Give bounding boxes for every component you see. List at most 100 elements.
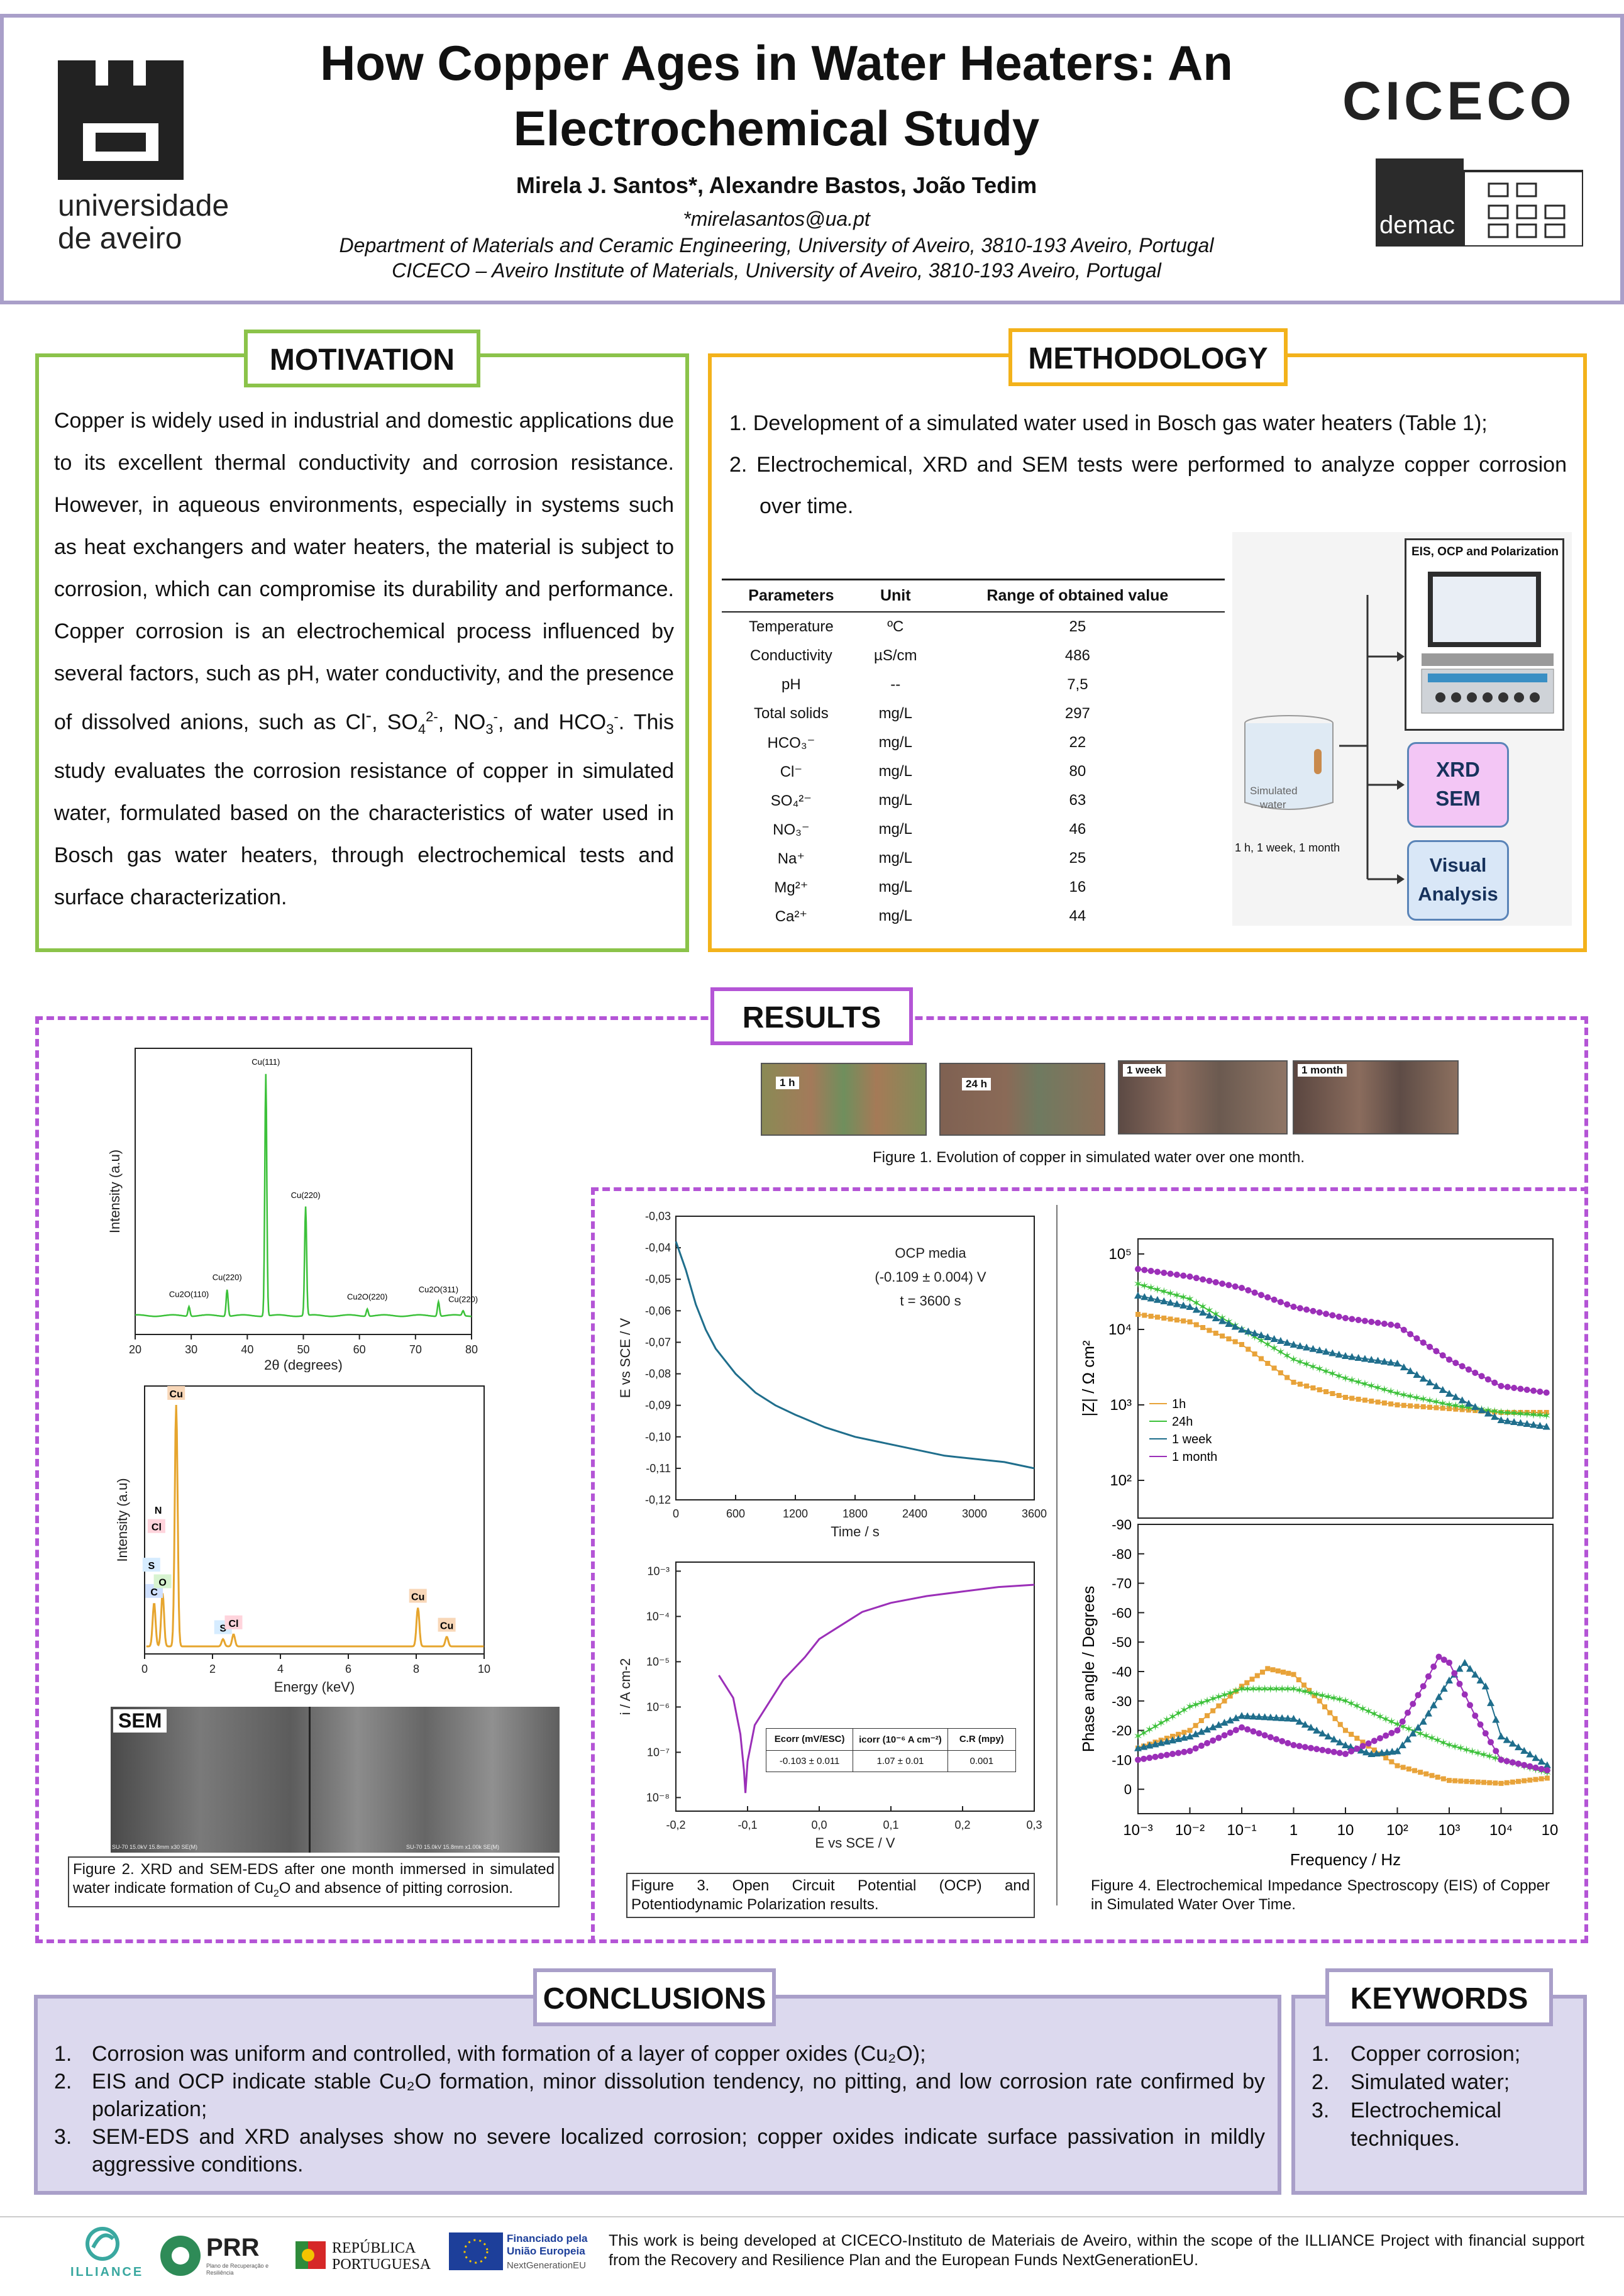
eis-marker: ✶ <box>1152 1284 1162 1297</box>
eis-marker <box>1244 1726 1251 1733</box>
eis-marker <box>1267 1734 1274 1741</box>
eis-marker <box>1317 1387 1322 1392</box>
eis-marker <box>1387 1358 1395 1366</box>
eis-marker <box>1232 1283 1239 1290</box>
table-header: Parameters <box>722 579 861 613</box>
eis-marker: ✶ <box>1308 1360 1318 1373</box>
sem-footer-left: SU-70 15.0kV 15.8mm x30 SE(M) <box>112 1844 198 1850</box>
parameters-table-wrap: Parameters Unit Range of obtained value … <box>722 579 1225 931</box>
y-tick-label: 10⁻⁶ <box>646 1700 670 1713</box>
eis-marker <box>1239 1724 1245 1731</box>
eis-marker: ✶ <box>1347 1697 1356 1711</box>
motivation-text-e: . This study evaluates the corrosion res… <box>54 710 674 910</box>
table-row: SO₄²⁻ mg/L 63 <box>722 786 1225 815</box>
eis-marker <box>1456 1680 1463 1687</box>
eis-marker <box>1498 1383 1505 1389</box>
eis-marker <box>1192 1745 1199 1752</box>
eis-marker <box>1332 1716 1338 1721</box>
table-cell: Total solids <box>754 705 829 722</box>
motivation-text-a: Copper is widely used in industrial and … <box>54 409 674 735</box>
eis-marker <box>1440 1406 1445 1411</box>
eis-marker <box>1451 1670 1458 1677</box>
motivation-text: Copper is widely used in industrial and … <box>54 409 674 910</box>
eis-marker <box>1303 1343 1311 1351</box>
y-tick-label: 10⁻⁸ <box>646 1791 670 1804</box>
results-title: RESULTS <box>710 987 913 1045</box>
eis-marker <box>1215 1721 1223 1728</box>
eis-marker <box>1290 1714 1298 1722</box>
eis-marker <box>1180 1272 1187 1279</box>
eis-marker <box>1225 1320 1233 1327</box>
methodology-list: 1. Development of a simulated water used… <box>729 402 1567 527</box>
eis-marker <box>1426 1378 1434 1385</box>
polarization-header: C.R (mpy) <box>959 1734 1004 1744</box>
eis-marker <box>1304 1384 1310 1389</box>
eis-marker <box>1400 1363 1408 1370</box>
polarization-cell: -0.103 ± 0.011 <box>766 1751 854 1772</box>
ocp-series-line <box>675 1241 1035 1470</box>
eis-marker: ✶ <box>1168 1711 1177 1724</box>
eis-marker: ✶ <box>1510 1407 1519 1421</box>
eis-marker <box>1198 1718 1204 1723</box>
title-line1: How Copper Ages in Water Heaters: An <box>320 35 1233 91</box>
affiliation-1: Department of Materials and Ceramic Engi… <box>339 234 1214 257</box>
x-axis-label: 2θ (degrees) <box>264 1357 343 1372</box>
eis-marker: ✶ <box>1249 1683 1258 1696</box>
eis-marker <box>1212 1279 1219 1285</box>
table-row: NO₃⁻ mg/L 46 <box>722 815 1225 844</box>
table-cell: mg/L <box>878 734 912 751</box>
eis-marker: ✶ <box>1263 1338 1273 1351</box>
eis-marker <box>1174 1317 1179 1323</box>
prr-subtext: Plano de Recuperação e Resiliência <box>206 2263 269 2276</box>
eis-marker <box>1296 1305 1303 1312</box>
eis-marker <box>1168 1316 1173 1322</box>
eis-marker <box>1429 1773 1435 1778</box>
eis-marker <box>1445 1677 1453 1684</box>
eis-marker <box>1361 1317 1368 1324</box>
eis-marker <box>1135 1756 1141 1763</box>
eis-marker <box>1503 1736 1511 1743</box>
peak-label-bg <box>153 1574 172 1589</box>
eis-marker <box>1147 1268 1154 1274</box>
eis-marker: ✶ <box>1208 1693 1218 1706</box>
eis-marker <box>1227 1694 1233 1699</box>
eis-marker <box>1264 1333 1272 1340</box>
eis-marker: ✶ <box>1381 1713 1391 1726</box>
list-number: 3. <box>54 2125 72 2149</box>
eis-marker: ✶ <box>1166 1287 1175 1301</box>
table-cell: µS/cm <box>874 647 917 664</box>
eis-marker: ✶ <box>1191 1297 1201 1310</box>
plot-frame <box>144 1385 485 1655</box>
eis-marker <box>1319 1746 1326 1753</box>
title-line2: Electrochemical Study <box>513 101 1040 156</box>
x-tick-label: 10⁵ <box>1542 1822 1559 1839</box>
eis-marker <box>1406 1367 1415 1374</box>
eis-marker <box>1430 1663 1437 1670</box>
eis-marker <box>1371 1747 1377 1753</box>
eis-marker <box>1238 1712 1246 1719</box>
eis-marker <box>1197 1728 1205 1735</box>
eis-marker <box>1497 1416 1505 1423</box>
x-tick-label: 3600 <box>1022 1507 1047 1520</box>
eis-marker <box>1395 1402 1400 1407</box>
eis-marker <box>1388 1401 1394 1407</box>
peak-label-bg <box>147 1519 165 1533</box>
keyword-item: 2. Simulated water; <box>1312 2068 1576 2097</box>
eis-marker <box>1270 1667 1276 1673</box>
eis-marker <box>1388 1321 1395 1328</box>
figure3-caption: Figure 3. Open Circuit Potential (OCP) a… <box>626 1873 1035 1918</box>
eis-marker: ✶ <box>1237 1683 1246 1696</box>
eis-marker <box>1523 1420 1531 1427</box>
eis-marker <box>1265 1361 1271 1366</box>
eis-marker <box>1275 1668 1281 1674</box>
xrd-series-line <box>135 1073 472 1317</box>
eis-marker <box>1283 1339 1291 1346</box>
sem-label: SEM <box>1435 787 1481 810</box>
eis-marker <box>1335 1350 1343 1358</box>
author-email[interactable]: *mirelasantos@ua.pt <box>683 208 870 230</box>
eis-marker <box>1290 1341 1298 1348</box>
eis-marker: ✶ <box>1439 1736 1448 1750</box>
eis-marker <box>1278 1370 1283 1375</box>
eis-marker <box>1427 1404 1433 1410</box>
photo-1month: 1 month <box>1293 1060 1459 1134</box>
